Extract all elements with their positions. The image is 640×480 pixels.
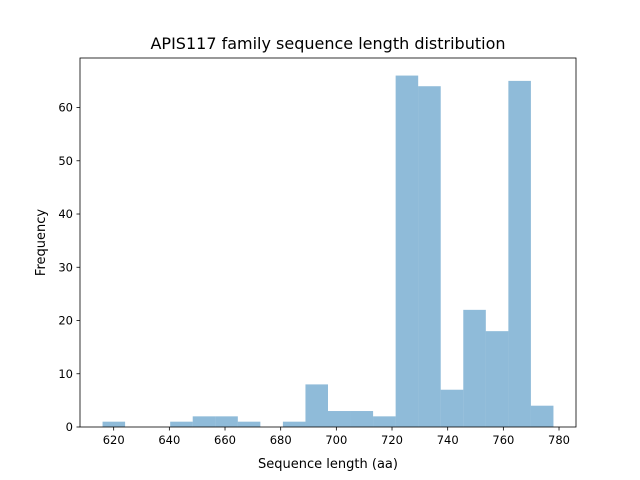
y-tick-label: 30: [58, 260, 73, 274]
histogram-bar: [237, 421, 261, 427]
y-tick-label: 0: [66, 420, 73, 434]
histogram-bar: [215, 416, 238, 427]
y-axis-label: Frequency: [34, 209, 49, 276]
y-tick-label: 50: [58, 154, 73, 168]
histogram-bar: [395, 75, 419, 428]
histogram-bar: [418, 86, 441, 428]
x-tick-label: 680: [270, 433, 292, 447]
histogram-bar: [373, 416, 396, 427]
histogram-bar: [463, 309, 486, 427]
chart-title: APIS117 family sequence length distribut…: [150, 34, 505, 53]
x-axis-label: Sequence length (aa): [258, 457, 398, 472]
histogram-bar: [530, 405, 554, 427]
x-tick-label: 640: [158, 433, 180, 447]
x-tick-label: 720: [381, 433, 403, 447]
histogram-bar: [508, 80, 531, 427]
x-tick-label: 660: [214, 433, 236, 447]
histogram-bar: [305, 384, 328, 427]
histogram-bar: [350, 411, 374, 427]
x-tick-label: 700: [325, 433, 347, 447]
x-tick-label: 620: [103, 433, 125, 447]
histogram-bar: [192, 416, 216, 427]
x-tick-label: 780: [548, 433, 570, 447]
histogram-bar: [485, 331, 509, 427]
x-tick-label: 760: [492, 433, 514, 447]
histogram-bar: [440, 389, 464, 427]
histogram-bar: [102, 421, 126, 427]
y-tick-label: 20: [58, 314, 73, 328]
y-tick-label: 60: [58, 101, 73, 115]
histogram-bar: [328, 411, 351, 427]
histogram-bar: [170, 421, 193, 427]
plot-frame: [79, 57, 577, 428]
y-tick-label: 10: [58, 367, 73, 381]
x-tick-label: 740: [437, 433, 459, 447]
y-tick-label: 40: [58, 207, 73, 221]
histogram-bar: [282, 421, 306, 427]
